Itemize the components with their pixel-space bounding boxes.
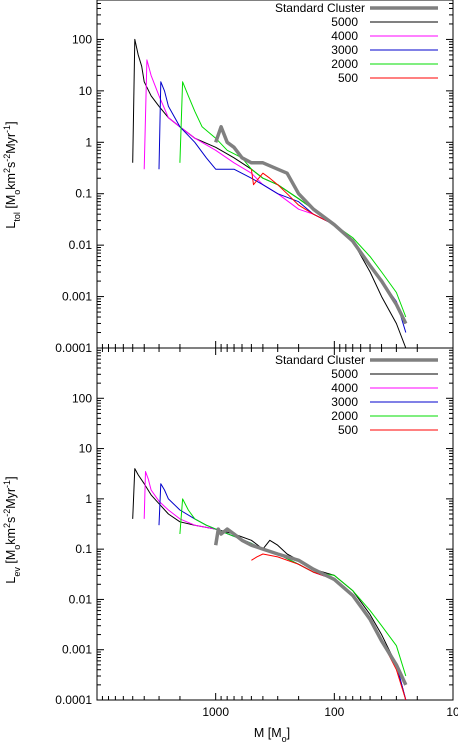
series-line-standard-cluster xyxy=(214,125,408,325)
y-tick-label: 1 xyxy=(85,135,92,149)
y-tick-label: 0.1 xyxy=(75,187,92,201)
y-tick-label: 100 xyxy=(72,32,92,46)
panel-frame xyxy=(96,347,454,701)
legend-label: 5000 xyxy=(331,367,358,381)
legend-label: 500 xyxy=(338,71,358,85)
series-group xyxy=(132,468,408,700)
legend-label: 3000 xyxy=(331,43,358,57)
y-tick-label: 100 xyxy=(72,391,92,405)
x-axis-label: M [Mo] xyxy=(254,726,290,743)
legend-label: 5000 xyxy=(331,15,358,29)
series-line-2000 xyxy=(179,81,407,318)
series-line-3000 xyxy=(158,81,407,333)
y-tick-label: 0.001 xyxy=(62,643,92,657)
series-line-4000 xyxy=(143,471,407,700)
y-tick-label: 0.001 xyxy=(62,290,92,304)
x-tick-label: 1000 xyxy=(202,705,229,719)
series-line-3000 xyxy=(158,483,407,700)
bottom-panel: 100 10 1 0.1 0.01 0.001 0.0001 Standard Cluster… xyxy=(2,347,454,707)
y-axis-label: Lev [Mokm2s-2Myr-1] xyxy=(2,476,22,583)
legend-label: 4000 xyxy=(331,29,358,43)
panel-frame xyxy=(96,0,454,349)
y-tick-label: 10 xyxy=(79,442,93,456)
top-panel: 100 10 1 0.1 0.01 0.001 0.0001 Standard Cluster… xyxy=(2,0,454,355)
x-tick-label: 100 xyxy=(324,705,344,719)
legend-label: 2000 xyxy=(331,409,358,423)
y-tick-label: 0.01 xyxy=(69,592,93,606)
x-tick-label: 10 xyxy=(446,705,458,719)
y-tick-label: 10 xyxy=(79,84,93,98)
y-tick-label: 0.0001 xyxy=(55,693,92,707)
series-line-2000 xyxy=(179,498,407,677)
y-tick-label: 1 xyxy=(85,492,92,506)
legend-label: Standard Cluster xyxy=(275,1,365,15)
y-tick-label: 0.1 xyxy=(75,542,92,556)
legend-label: 2000 xyxy=(331,57,358,71)
legend-label: 500 xyxy=(338,423,358,437)
legend-label: 3000 xyxy=(331,395,358,409)
legend-label: Standard Cluster xyxy=(275,353,365,367)
legend-label: 4000 xyxy=(331,381,358,395)
x-axis: 1000 100 10 M [Mo] xyxy=(202,705,458,743)
series-line-5000 xyxy=(132,38,407,348)
y-axis-label: Ltol [Mokm2s-2Myr-1] xyxy=(2,121,22,228)
series-group xyxy=(132,38,408,348)
y-tick-label: 0.0001 xyxy=(55,341,92,355)
series-line-standard-cluster xyxy=(213,527,408,686)
y-tick-label: 0.01 xyxy=(69,238,93,252)
